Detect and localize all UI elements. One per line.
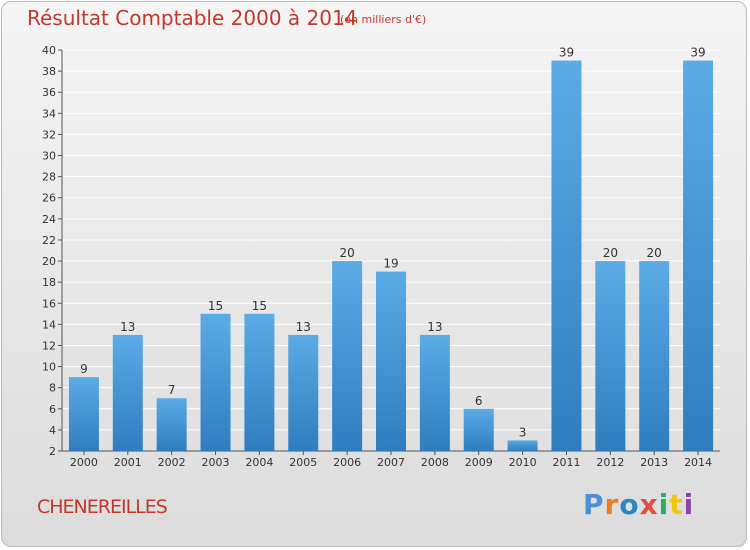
y-tick-label: 22 (42, 234, 56, 247)
x-tick-label: 2012 (596, 456, 624, 469)
y-tick-label: 40 (42, 44, 56, 57)
y-tick-label: 36 (42, 86, 56, 99)
x-tick-label: 2003 (202, 456, 230, 469)
bar-2010 (507, 440, 538, 451)
logo-letter: i (683, 488, 695, 521)
data-label: 20 (339, 246, 354, 260)
chart-title: Résultat Comptable 2000 à 2014 (27, 6, 358, 30)
x-tick-label: 2001 (114, 456, 142, 469)
commune-name: CHENEREILLES (37, 496, 168, 518)
x-tick-label: 2013 (640, 456, 668, 469)
x-tick-label: 2002 (158, 456, 186, 469)
y-tick-label: 10 (42, 361, 56, 374)
proxiti-logo[interactable]: Proxiti (583, 488, 694, 521)
data-label: 6 (475, 394, 483, 408)
data-label: 13 (296, 320, 311, 334)
x-tick-label: 2005 (289, 456, 317, 469)
logo-letter: P (583, 488, 605, 521)
bar-2005 (288, 334, 319, 451)
data-label: 7 (168, 383, 176, 397)
y-tick-label: 16 (42, 297, 56, 310)
y-tick-label: 18 (42, 276, 56, 289)
logo-letter: o (619, 488, 640, 521)
x-tick-label: 2004 (245, 456, 273, 469)
x-tick-label: 2014 (684, 456, 712, 469)
chart-subtitle: (en milliers d'€) (340, 13, 427, 26)
bar-2007 (376, 271, 406, 451)
data-label: 13 (427, 320, 442, 334)
y-tick-label: 34 (42, 107, 56, 120)
x-tick-label: 2009 (465, 456, 493, 469)
labels: 2468101214161820222426283032343638409200… (42, 44, 712, 469)
x-tick-label: 2000 (70, 456, 98, 469)
x-tick-label: 2007 (377, 456, 405, 469)
logo-letter: i (658, 488, 670, 521)
bar-2013 (639, 261, 670, 451)
data-label: 20 (647, 246, 662, 260)
bar-2000 (68, 377, 99, 451)
bar-2001 (112, 334, 143, 451)
bar-2008 (419, 334, 450, 451)
y-tick-label: 28 (42, 171, 56, 184)
y-tick-label: 32 (42, 128, 56, 141)
y-tick-label: 26 (42, 192, 56, 205)
y-tick-label: 20 (42, 255, 56, 268)
logo-letter: t (669, 488, 684, 521)
data-label: 15 (252, 299, 267, 313)
y-tick-label: 30 (42, 150, 56, 163)
y-tick-label: 12 (42, 339, 56, 352)
bar-2004 (244, 313, 275, 451)
data-label: 9 (80, 362, 88, 376)
logo-letter: x (639, 488, 659, 521)
data-label: 15 (208, 299, 223, 313)
bar-2002 (156, 398, 187, 451)
data-label: 3 (519, 425, 527, 439)
data-label: 13 (120, 320, 135, 334)
y-tick-label: 24 (42, 213, 56, 226)
bar-2011 (551, 60, 582, 451)
y-tick-label: 2 (49, 445, 56, 458)
x-tick-label: 2010 (509, 456, 537, 469)
bar-2009 (463, 408, 494, 451)
data-label: 19 (383, 257, 398, 271)
y-tick-label: 6 (49, 403, 56, 416)
bars (68, 60, 714, 451)
data-label: 39 (690, 46, 705, 60)
logo-letter: r (604, 488, 620, 521)
y-tick-label: 38 (42, 65, 56, 78)
x-tick-label: 2006 (333, 456, 361, 469)
y-tick-label: 14 (42, 318, 56, 331)
data-label: 39 (559, 46, 574, 60)
bar-2003 (200, 313, 231, 451)
y-tick-label: 8 (49, 382, 56, 395)
data-label: 20 (603, 246, 618, 260)
bar-2006 (332, 261, 363, 451)
x-tick-label: 2008 (421, 456, 449, 469)
y-tick-label: 4 (49, 424, 56, 437)
bar-2012 (595, 261, 626, 451)
bar-2014 (683, 60, 714, 451)
x-tick-label: 2011 (552, 456, 580, 469)
